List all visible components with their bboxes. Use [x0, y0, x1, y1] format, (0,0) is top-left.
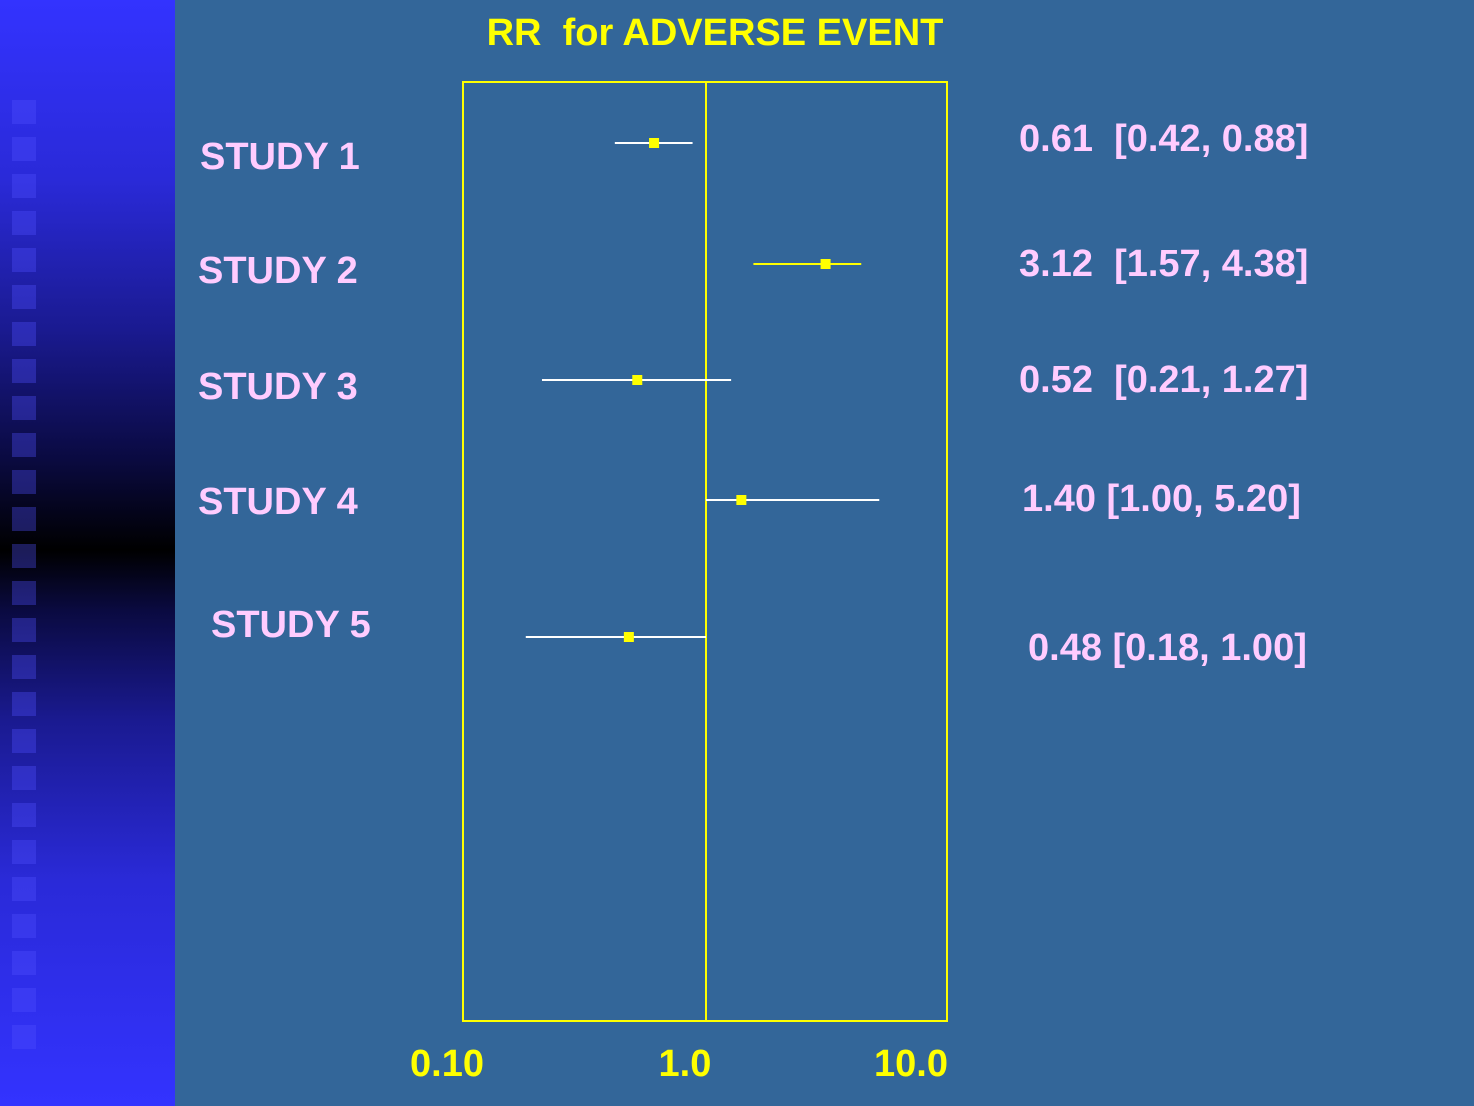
- sidebar-square: [12, 544, 36, 568]
- x-tick-label: 0.10: [410, 1043, 484, 1085]
- study-label: STUDY 2: [198, 250, 358, 292]
- sidebar-square: [12, 840, 36, 864]
- x-tick-label: 1.0: [658, 1043, 712, 1085]
- sidebar-square: [12, 137, 36, 161]
- sidebar-square-pattern: [12, 100, 38, 1062]
- decorative-sidebar: [0, 0, 175, 1106]
- sidebar-square: [12, 581, 36, 605]
- estimate-marker: [632, 375, 643, 385]
- sidebar-square: [12, 877, 36, 901]
- sidebar-square: [12, 655, 36, 679]
- ci-label: 0.48 [0.18, 1.00]: [1028, 627, 1307, 669]
- sidebar-square: [12, 396, 36, 420]
- sidebar-square: [12, 988, 36, 1012]
- study-label: STUDY 4: [198, 481, 358, 523]
- sidebar-square: [12, 285, 36, 309]
- sidebar-square: [12, 766, 36, 790]
- sidebar-square: [12, 433, 36, 457]
- ci-label: 3.12 [1.57, 4.38]: [1019, 243, 1309, 285]
- sidebar-square: [12, 1025, 36, 1049]
- sidebar-square: [12, 211, 36, 235]
- sidebar-square: [12, 803, 36, 827]
- chart-title: RR for ADVERSE EVENT: [486, 12, 944, 54]
- sidebar-square: [12, 692, 36, 716]
- sidebar-square: [12, 359, 36, 383]
- sidebar-square: [12, 951, 36, 975]
- sidebar-square: [12, 322, 36, 346]
- ci-label: 0.52 [0.21, 1.27]: [1019, 359, 1309, 401]
- sidebar-square: [12, 914, 36, 938]
- sidebar-square: [12, 729, 36, 753]
- x-tick-label: 10.0: [874, 1043, 948, 1085]
- sidebar-square: [12, 100, 36, 124]
- ci-label: 0.61 [0.42, 0.88]: [1019, 118, 1309, 160]
- ci-label: 1.40 [1.00, 5.20]: [1022, 478, 1301, 520]
- study-label: STUDY 3: [198, 366, 358, 408]
- sidebar-square: [12, 507, 36, 531]
- estimate-marker: [736, 495, 747, 505]
- estimate-marker: [649, 138, 660, 148]
- sidebar-square: [12, 174, 36, 198]
- sidebar-square: [12, 618, 36, 642]
- estimate-marker: [623, 632, 634, 642]
- study-label: STUDY 5: [211, 604, 371, 646]
- study-label: STUDY 1: [200, 136, 360, 178]
- estimate-marker: [820, 259, 831, 269]
- sidebar-square: [12, 470, 36, 494]
- sidebar-square: [12, 248, 36, 272]
